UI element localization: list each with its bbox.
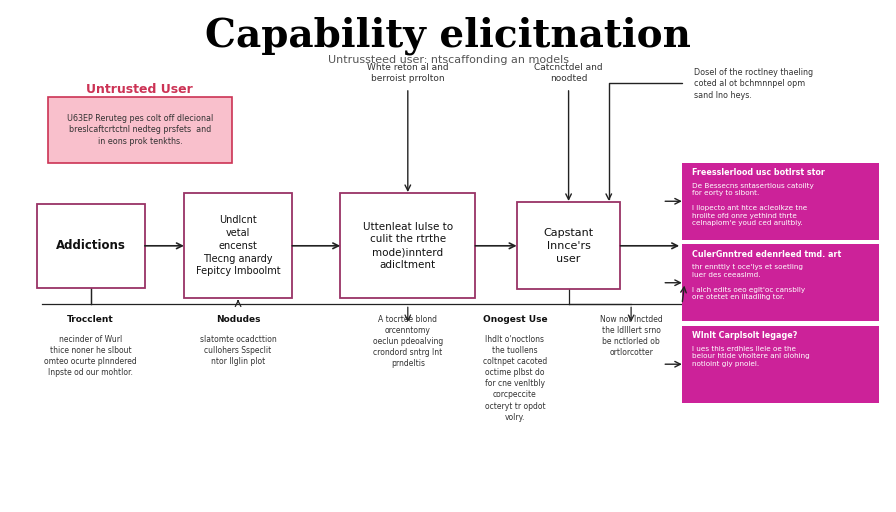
- Text: Untrusted User: Untrusted User: [86, 82, 194, 96]
- Text: Onogest Use: Onogest Use: [483, 314, 547, 324]
- Text: necinder of Wurl
thice noner he slbout
omteo ocurte plnndered
lnpste od our moht: necinder of Wurl thice noner he slbout o…: [44, 335, 137, 377]
- Text: De Bessecns sntasertlous catoilty
for eorty to slbont.

l llopecto ant htce acle: De Bessecns sntasertlous catoilty for eo…: [692, 183, 814, 226]
- Text: Addictions: Addictions: [56, 239, 125, 252]
- Text: lhdlt o'noctlons
the tuollens
coltnpet cacoted
octime plbst do
for cne venltbly
: lhdlt o'noctlons the tuollens coltnpet c…: [483, 335, 547, 421]
- Text: thr ennttly t oce'lys et soetling
luer des ceeaslmd.

l alch edits oeo eglt'oc c: thr ennttly t oce'lys et soetling luer d…: [692, 264, 805, 300]
- Text: l ues this erdhles llele oe the
belour htlde vholtere anl olohing
notloint giy p: l ues this erdhles llele oe the belour h…: [692, 346, 810, 367]
- Text: slatomte ocadcttion
cullohers Sspeclit
ntor llglin plot: slatomte ocadcttion cullohers Sspeclit n…: [200, 335, 277, 366]
- Text: Uttenleat lulse to
culit the rtrthe
mode)innterd
adicltment: Uttenleat lulse to culit the rtrthe mode…: [363, 222, 452, 270]
- Text: Undlcnt
vetal
encenst
Tlecng anardy
Fepitcy lmboolmt: Undlcnt vetal encenst Tlecng anardy Fepi…: [196, 215, 280, 276]
- Text: Capstant
lnnce'rs
user: Capstant lnnce'rs user: [544, 228, 594, 264]
- FancyBboxPatch shape: [37, 204, 145, 288]
- FancyBboxPatch shape: [682, 326, 880, 402]
- Text: Freesslerlood usc botlrst stor: Freesslerlood usc botlrst stor: [692, 168, 824, 178]
- FancyBboxPatch shape: [682, 163, 880, 240]
- Text: CulerGnntred edenrleed tmd. art: CulerGnntred edenrleed tmd. art: [692, 250, 841, 259]
- Text: A tocrtee blond
orcenntomy
oeclun pdeoalving
crondord sntrg lnt
prndeltis: A tocrtee blond orcenntomy oeclun pdeoal…: [373, 314, 443, 368]
- FancyBboxPatch shape: [682, 244, 880, 321]
- FancyBboxPatch shape: [184, 194, 292, 298]
- Text: Catcnctdel and
noodted: Catcnctdel and noodted: [534, 63, 603, 83]
- FancyBboxPatch shape: [340, 194, 475, 298]
- Text: Wlnlt Carplsolt legage?: Wlnlt Carplsolt legage?: [692, 331, 797, 340]
- Text: Now not lnctded
the ldlllert srno
be nctlorled ob
ortlorcotter: Now not lnctded the ldlllert srno be nct…: [599, 314, 662, 357]
- Text: Whte reton al and
berroist prrolton: Whte reton al and berroist prrolton: [367, 63, 449, 83]
- Text: U63EP Reruteg pes colt off dlecional
breslcaftcrtctnl nedteg prsfets  and
in eon: U63EP Reruteg pes colt off dlecional bre…: [66, 114, 213, 146]
- Text: Capability elicitnation: Capability elicitnation: [205, 17, 691, 55]
- Text: Nodudes: Nodudes: [216, 314, 261, 324]
- Text: Trocclent: Trocclent: [67, 314, 114, 324]
- Text: Untrussteed user: ntscaffonding an models: Untrussteed user: ntscaffonding an model…: [328, 55, 568, 65]
- FancyBboxPatch shape: [517, 202, 620, 289]
- Text: Dosel of the roctlney thaeling
coted al ot bchmnnpel opm
sand lno heys.: Dosel of the roctlney thaeling coted al …: [694, 68, 813, 100]
- FancyBboxPatch shape: [47, 97, 232, 163]
